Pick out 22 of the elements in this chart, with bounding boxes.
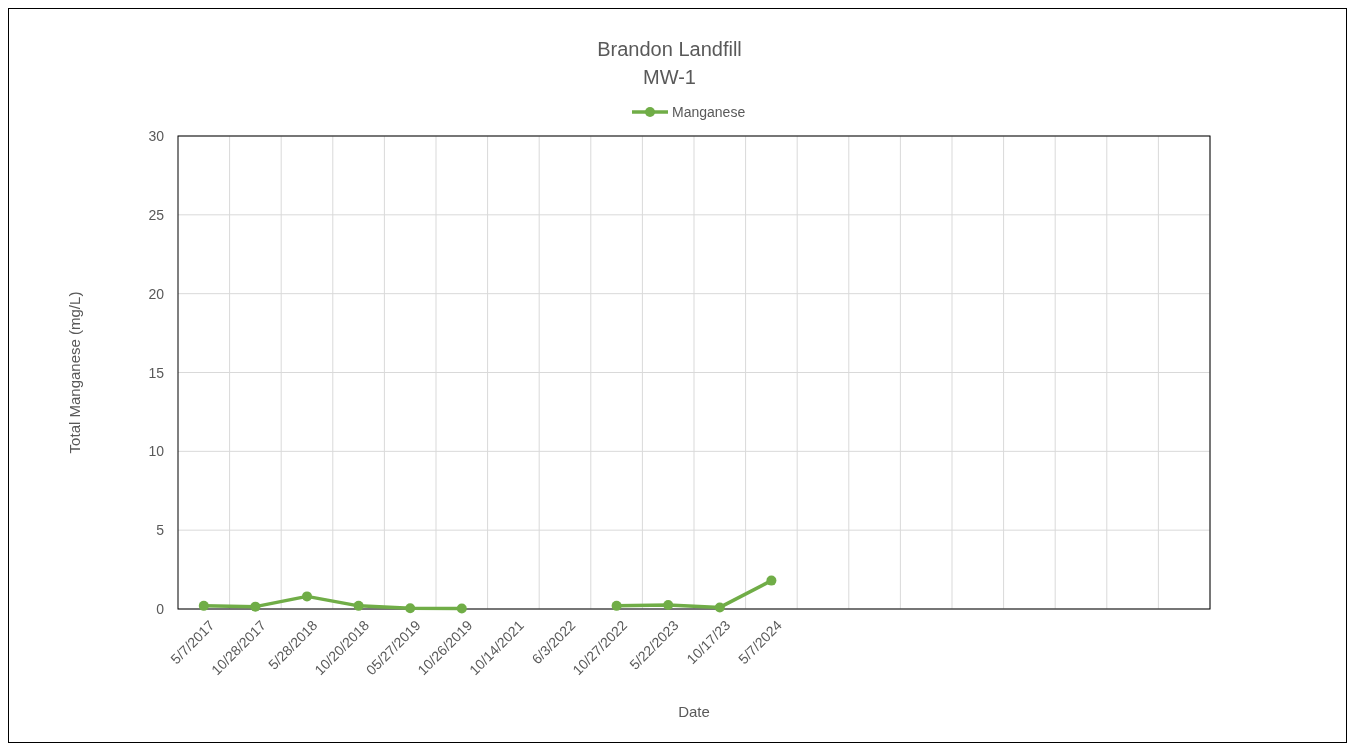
point [250,601,261,612]
y-tick-label: 10 [148,443,165,460]
y-tick-label: 30 [148,128,165,144]
point [456,603,467,614]
y-tick-label: 15 [148,364,165,381]
y-axis-title: Total Manganese (mg/L) [66,291,83,454]
point [405,603,416,614]
point [302,591,312,602]
point [663,600,674,611]
chart-title: Brandon Landfill [597,38,742,60]
point [353,600,364,611]
y-tick-label: 0 [156,601,165,617]
y-tick-label: 5 [156,522,165,539]
x-axis-title: Date [678,703,710,720]
legend-label: Manganese [672,104,746,120]
point [714,602,725,613]
point [611,600,622,611]
chart-subtitle: MW-1 [643,66,696,88]
y-tick-label: 25 [148,206,165,223]
point [198,600,209,611]
y-tick-label: 20 [148,285,165,302]
point [766,575,777,586]
